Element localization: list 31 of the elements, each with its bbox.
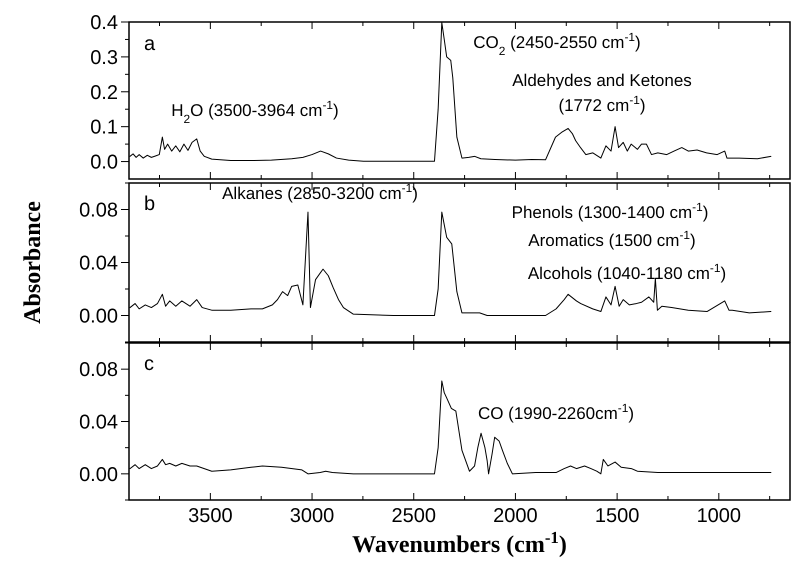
annotation: H$_{2}$O (3500-3964 cm$^{-1}$) — [171, 98, 339, 126]
y-tick-label: 0.3 — [90, 46, 118, 69]
y-tick-label: 0.0 — [90, 152, 118, 174]
y-tick-label: 0.04 — [79, 412, 118, 434]
x-tick-label: 1500 — [594, 505, 640, 527]
annotation: CO (1990-2260cm$^{-1}$) — [478, 401, 634, 423]
annotation: Alkanes (2850-3200 cm$^{-1}$) — [222, 181, 418, 203]
annotation: Phenols (1300-1400 cm$^{-1}$) — [512, 200, 708, 222]
annotation: a — [144, 33, 156, 55]
x-tick-label: 1000 — [696, 505, 742, 527]
y-tick-label: 0.2 — [90, 82, 118, 104]
annotation: Aldehydes and Ketones — [512, 71, 692, 90]
y-tick-label: 0.00 — [79, 464, 118, 486]
x-axis-title: Wavenumbers (cm$^{-1}$) — [352, 528, 567, 558]
x-tick-label: 2000 — [493, 505, 538, 527]
x-tick-label: 3000 — [290, 505, 334, 527]
annotation: (1772 cm$^{-1}$) — [558, 93, 646, 115]
y-tick-label: 0.1 — [90, 116, 118, 139]
y-tick-label: 0.4 — [90, 12, 118, 34]
y-tick-label: 0.08 — [79, 200, 118, 222]
annotation: Alcohols (1040-1180 cm$^{-1}$) — [528, 261, 726, 283]
annotation: c — [144, 353, 154, 375]
x-tick-label: 2500 — [391, 505, 436, 527]
annotation: b — [144, 193, 156, 215]
x-tick-label: 3500 — [188, 505, 233, 527]
y-tick-label: 0.04 — [79, 252, 118, 274]
y-tick-label: 0.08 — [79, 359, 118, 382]
y-tick-label: 0.00 — [79, 306, 118, 328]
annotation: CO$_{2}$ (2450-2550 cm$^{-1}$) — [473, 30, 641, 58]
annotation: Aromatics (1500 cm$^{-1}$) — [528, 228, 696, 250]
y-axis-title: Absorbance — [20, 200, 46, 324]
